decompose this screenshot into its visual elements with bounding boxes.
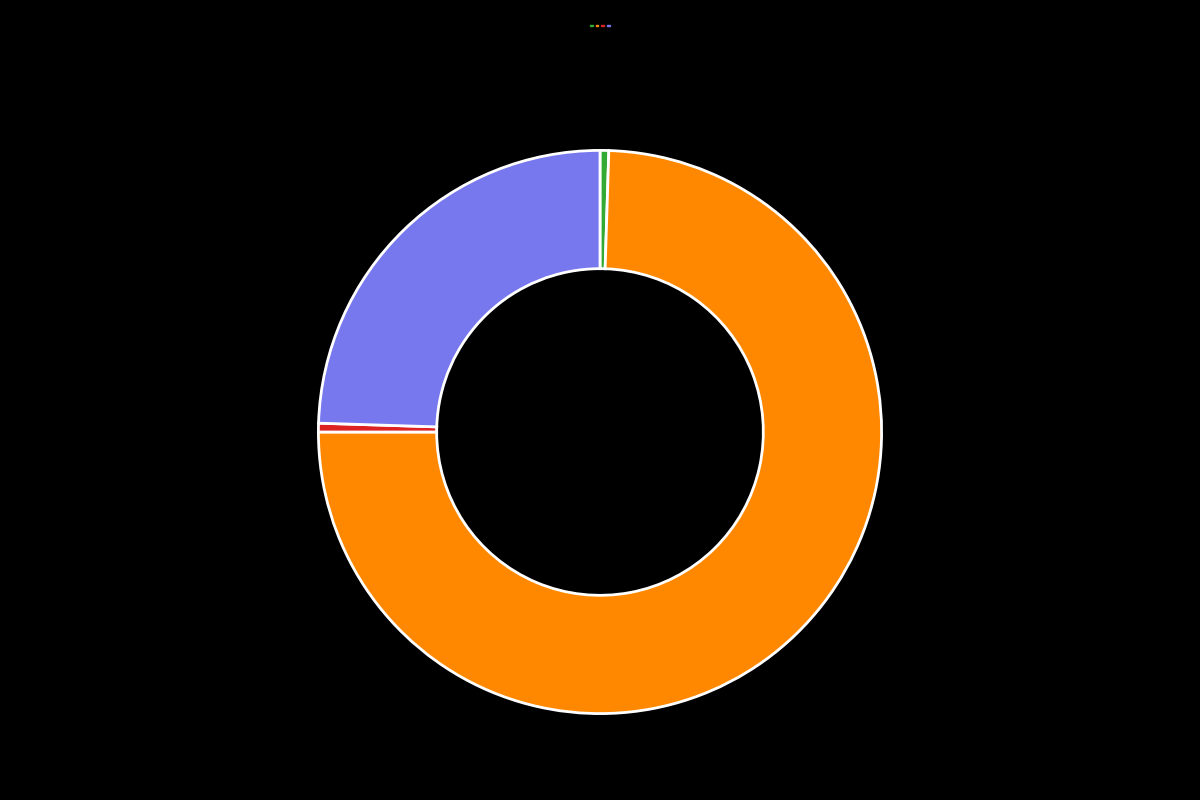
Wedge shape <box>318 150 600 427</box>
Legend: , , , : , , , <box>589 24 611 26</box>
Wedge shape <box>318 150 882 714</box>
Wedge shape <box>318 423 437 432</box>
Wedge shape <box>600 150 608 269</box>
